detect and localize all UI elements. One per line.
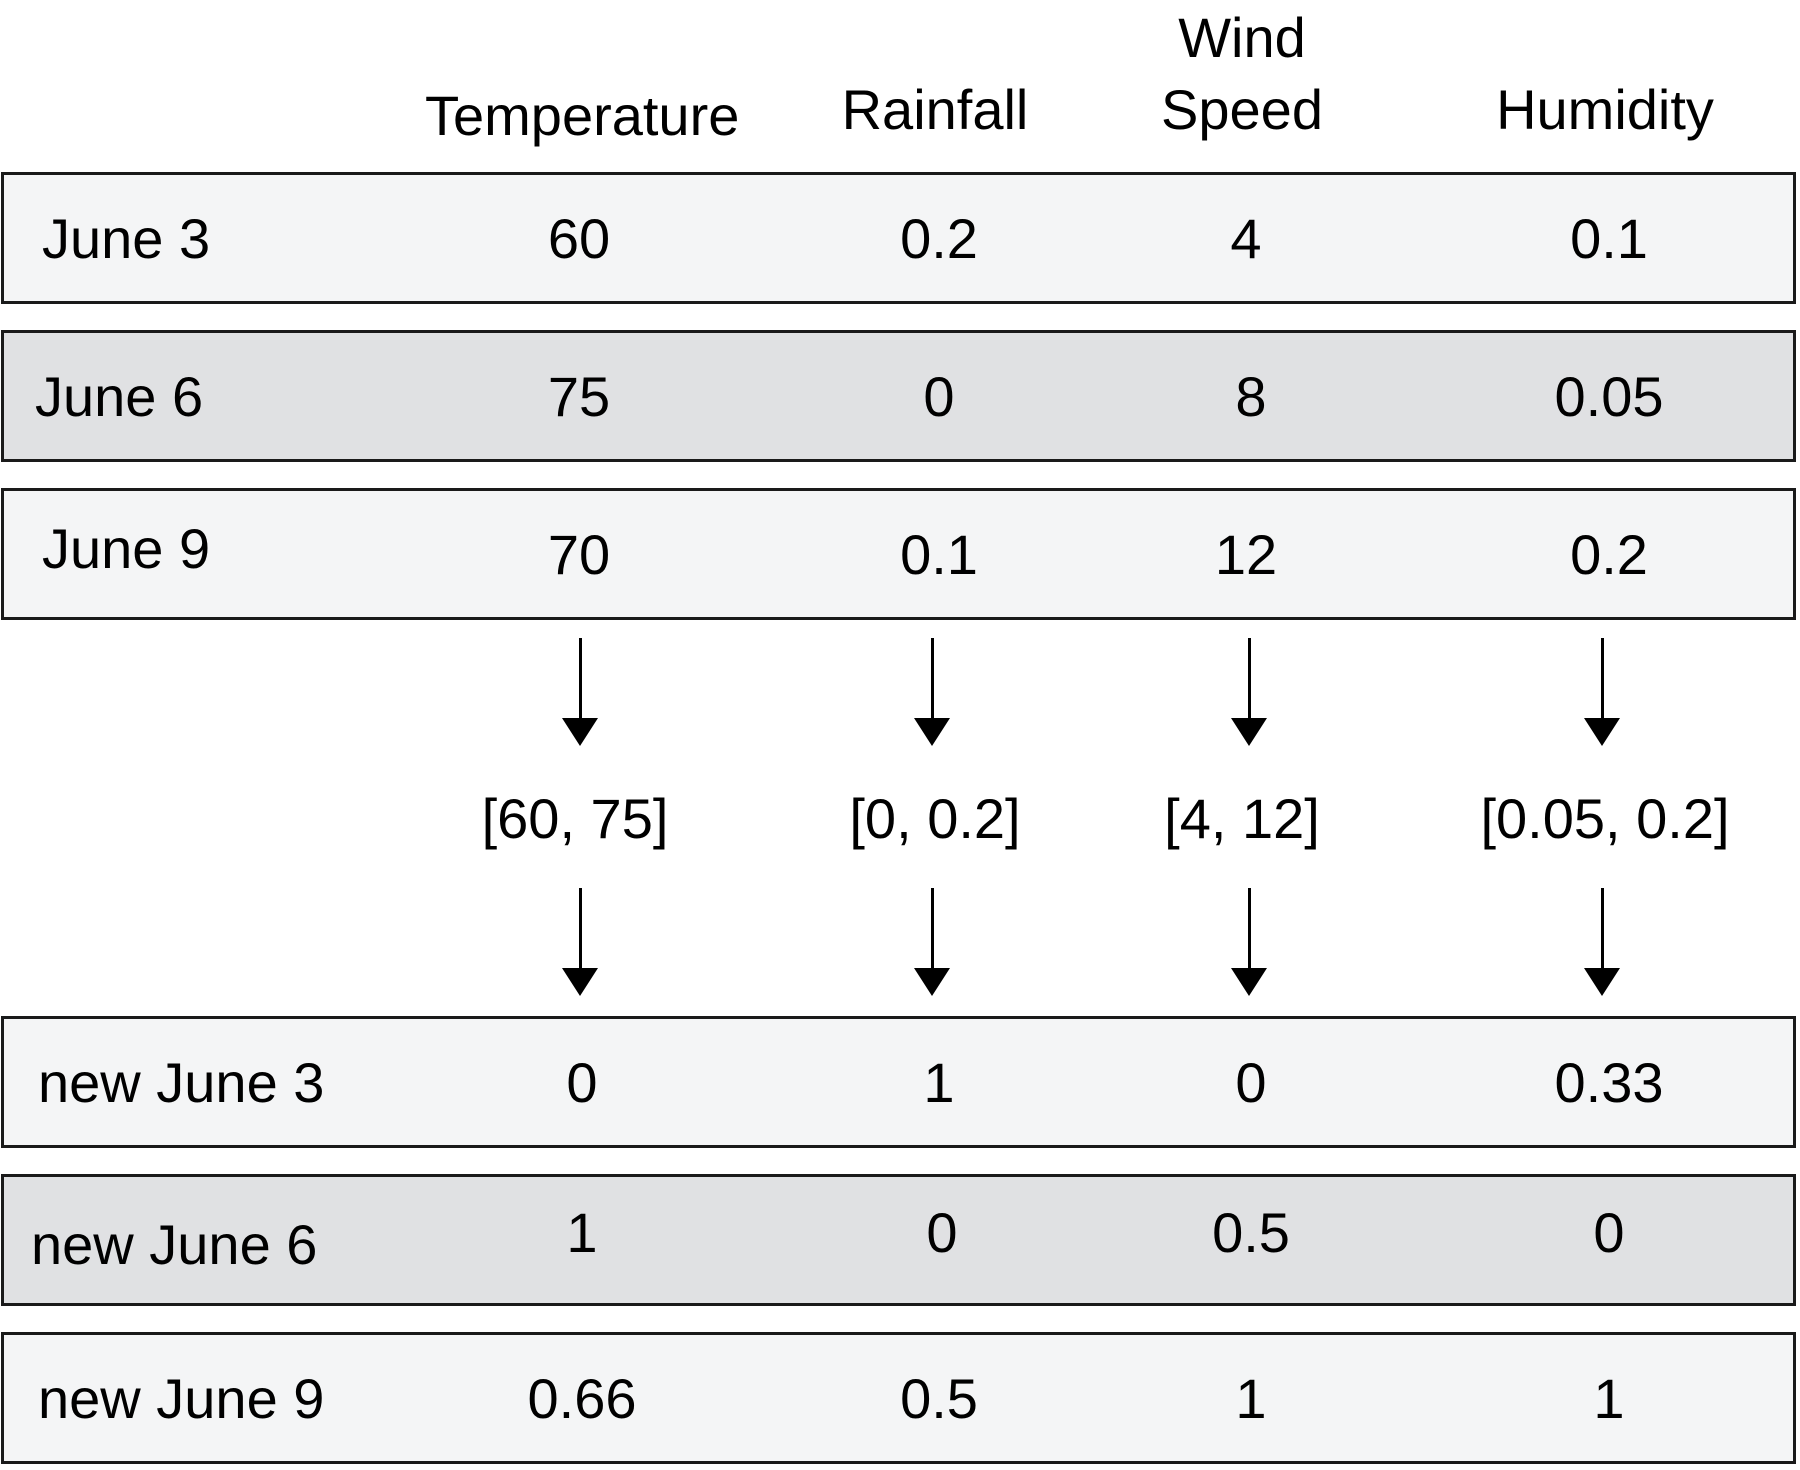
original-row-june-3: June 3 60 0.2 4 0.1 bbox=[1, 172, 1796, 304]
arrow-down-icon bbox=[912, 638, 952, 746]
cell-temperature: 0 bbox=[566, 1050, 598, 1114]
header-wind-speed: Wind Speed bbox=[1161, 6, 1323, 141]
cell-temperature: 60 bbox=[547, 206, 611, 270]
arrow-down-icon bbox=[1582, 888, 1622, 996]
cell-humidity: 0.2 bbox=[1570, 522, 1648, 586]
cell-wind-speed: 0.5 bbox=[1212, 1200, 1290, 1264]
cell-rainfall: 0 bbox=[926, 1200, 958, 1264]
cell-humidity: 0 bbox=[1593, 1200, 1625, 1264]
row-label: new June 6 bbox=[31, 1212, 318, 1276]
range-wind-speed: [4, 12] bbox=[1164, 787, 1320, 850]
arrow-down-icon bbox=[1582, 638, 1622, 746]
row-label: June 3 bbox=[42, 206, 211, 270]
row-label: new June 9 bbox=[38, 1366, 325, 1430]
cell-rainfall: 1 bbox=[923, 1050, 955, 1114]
header-humidity: Humidity bbox=[1496, 78, 1714, 141]
range-rainfall: [0, 0.2] bbox=[849, 787, 1021, 850]
arrow-down-icon bbox=[1229, 638, 1269, 746]
cell-rainfall: 0.1 bbox=[900, 522, 978, 586]
header-rainfall: Rainfall bbox=[841, 78, 1029, 141]
cell-temperature: 1 bbox=[566, 1200, 598, 1264]
cell-wind-speed: 1 bbox=[1235, 1366, 1267, 1430]
cell-humidity: 0.1 bbox=[1570, 206, 1648, 270]
header-temperature: Temperature bbox=[425, 84, 740, 147]
arrow-down-icon bbox=[1229, 888, 1269, 996]
row-label: June 6 bbox=[35, 364, 204, 428]
normalized-row-june-3: new June 3 0 1 0 0.33 bbox=[1, 1016, 1796, 1148]
cell-wind-speed: 0 bbox=[1235, 1050, 1267, 1114]
arrow-down-icon bbox=[912, 888, 952, 996]
row-label: June 9 bbox=[42, 516, 211, 580]
normalized-row-june-9: new June 9 0.66 0.5 1 1 bbox=[1, 1332, 1796, 1464]
range-humidity: [0.05, 0.2] bbox=[1480, 787, 1730, 850]
cell-temperature: 70 bbox=[547, 522, 611, 586]
cell-temperature: 75 bbox=[547, 364, 611, 428]
cell-humidity: 0.05 bbox=[1554, 364, 1664, 428]
cell-rainfall: 0 bbox=[923, 364, 955, 428]
cell-wind-speed: 12 bbox=[1214, 522, 1278, 586]
normalized-row-june-6: new June 6 1 0 0.5 0 bbox=[1, 1174, 1796, 1306]
cell-rainfall: 0.5 bbox=[900, 1366, 978, 1430]
cell-wind-speed: 8 bbox=[1235, 364, 1267, 428]
arrow-down-icon bbox=[560, 888, 600, 996]
arrow-down-icon bbox=[560, 638, 600, 746]
cell-humidity: 0.33 bbox=[1554, 1050, 1664, 1114]
cell-humidity: 1 bbox=[1593, 1366, 1625, 1430]
row-label: new June 3 bbox=[38, 1050, 325, 1114]
range-temperature: [60, 75] bbox=[481, 787, 669, 850]
cell-rainfall: 0.2 bbox=[900, 206, 978, 270]
original-row-june-6: June 6 75 0 8 0.05 bbox=[1, 330, 1796, 462]
cell-temperature: 0.66 bbox=[527, 1366, 637, 1430]
cell-wind-speed: 4 bbox=[1230, 206, 1262, 270]
original-row-june-9: June 9 70 0.1 12 0.2 bbox=[1, 488, 1796, 620]
